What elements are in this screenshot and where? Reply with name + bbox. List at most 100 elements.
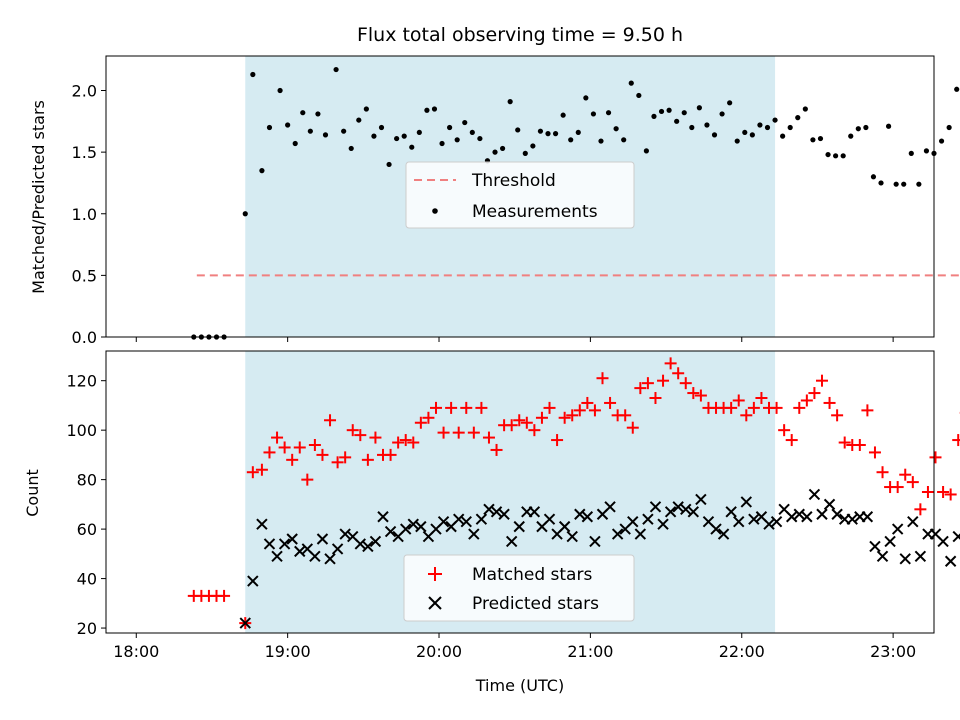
measurement-point <box>855 126 861 132</box>
predicted-star-point <box>566 530 578 543</box>
predicted-star-point <box>763 518 775 530</box>
legend-measurements-swatch <box>432 208 438 214</box>
predicted-star-point <box>869 540 881 553</box>
matched-star-point <box>906 476 919 489</box>
measurement-point <box>787 124 793 131</box>
matched-star-point <box>815 374 828 387</box>
predicted-star-point <box>271 550 283 563</box>
matched-star-point <box>475 401 488 414</box>
measurement-point <box>840 153 846 159</box>
predicted-star-point <box>377 511 389 523</box>
measurement-point <box>277 87 283 94</box>
measurement-point <box>469 129 475 136</box>
y-tick-label: 20 <box>77 619 97 638</box>
matched-star-point <box>588 404 601 417</box>
predicted-star-point <box>907 515 919 528</box>
predicted-star-point <box>460 515 472 528</box>
matched-star-point <box>452 426 465 439</box>
legend-threshold-label: Threshold <box>471 171 556 191</box>
matched-star-point <box>293 441 306 454</box>
predicted-star-point <box>884 535 896 548</box>
measurement-point <box>462 119 468 126</box>
predicted-star-point <box>574 508 586 520</box>
measurement-point <box>537 128 544 134</box>
matched-star-point <box>339 451 352 464</box>
matched-star-point <box>649 392 662 404</box>
measurement-point <box>946 124 952 131</box>
predicted-star-point <box>944 555 957 567</box>
predicted-star-point <box>604 501 616 513</box>
measurement-point <box>515 127 521 133</box>
matched-star-point <box>672 367 685 380</box>
matched-star-point <box>467 426 480 439</box>
measurement-point <box>356 117 362 123</box>
measurement-point <box>674 118 680 124</box>
predicted-star-point <box>256 518 268 530</box>
measurement-point <box>621 137 627 143</box>
predicted-star-point <box>415 520 427 533</box>
predicted-star-point <box>528 506 541 518</box>
x-tick-label: 19:00 <box>265 642 311 661</box>
measurement-point <box>315 111 321 117</box>
matched-star-point <box>914 503 927 516</box>
measurement-point <box>696 105 702 111</box>
measurement-point <box>266 124 273 131</box>
matched-star-point <box>354 429 367 442</box>
predicted-star-point <box>861 511 874 523</box>
measurement-point <box>870 174 877 180</box>
measurement-point <box>259 168 265 174</box>
measurement-point <box>507 99 513 105</box>
x-tick-label: 18:00 <box>113 642 159 661</box>
measurement-point <box>893 181 899 187</box>
top-x-axis-ticks <box>135 337 894 342</box>
measurement-point <box>394 135 400 142</box>
predicted-star-point <box>831 508 843 520</box>
measurement-point <box>598 138 604 144</box>
measurement-point <box>780 133 786 139</box>
predicted-star-point <box>657 518 669 530</box>
y-tick-label: 0.0 <box>72 328 97 347</box>
matched-star-point <box>604 396 617 409</box>
predicted-star-point <box>687 506 700 518</box>
measurement-point <box>742 129 748 136</box>
predicted-star-point <box>695 493 707 506</box>
matched-star-point <box>853 439 866 451</box>
measurement-point <box>416 129 422 136</box>
measurement-point <box>575 129 581 136</box>
measurement-point <box>371 133 377 139</box>
legend-predicted-label: Predicted stars <box>472 594 599 614</box>
matched-star-point <box>641 377 654 390</box>
measurement-point <box>341 128 347 134</box>
measurement-point <box>613 126 619 132</box>
y-tick-label: 120 <box>66 372 97 391</box>
measurement-point <box>795 115 801 121</box>
matched-star-point <box>899 468 912 481</box>
predicted-star-point <box>324 553 336 565</box>
matched-star-point <box>445 401 458 414</box>
matched-star-point <box>369 431 382 444</box>
matched-star-point <box>694 389 707 402</box>
matched-star-point <box>664 357 677 370</box>
measurement-point <box>908 150 914 156</box>
predicted-star-point <box>558 520 571 533</box>
y-tick-label: 0.5 <box>72 266 97 285</box>
y-tick-label: 2.0 <box>72 82 97 101</box>
matched-star-point <box>732 394 745 407</box>
bottom-y-axis-label: Count <box>23 469 42 517</box>
top-axes-frame <box>105 55 935 338</box>
predicted-star-point <box>914 550 927 563</box>
predicted-star-point <box>899 553 911 565</box>
top-y-axis-ticks: 0.0 0.5 1.0 1.5 2.0 <box>72 82 106 347</box>
predicted-star-point <box>801 511 813 523</box>
predicted-star-point <box>642 513 654 525</box>
measurement-point <box>719 111 725 117</box>
measurement-point <box>666 107 672 113</box>
measurement-point <box>560 112 566 118</box>
measurement-point <box>636 92 642 99</box>
matched-star-point <box>838 436 851 449</box>
top-y-axis-label: Matched/Predicted stars <box>29 100 48 294</box>
matched-star-point <box>278 441 291 454</box>
predicted-star-point <box>952 530 960 543</box>
bottom-axes-frame <box>105 350 935 634</box>
measurement-point <box>704 122 710 128</box>
